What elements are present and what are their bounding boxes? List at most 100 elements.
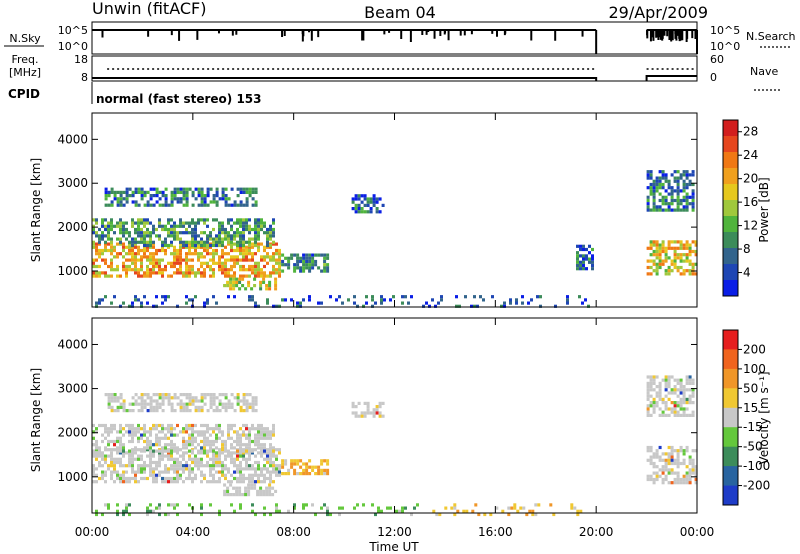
echo-cell — [227, 399, 231, 403]
echo-cell — [119, 231, 122, 235]
echo-cell — [134, 399, 138, 403]
echo-cell — [122, 409, 126, 413]
echo-cell — [230, 480, 233, 484]
echo-cell — [191, 234, 194, 238]
echo-cell — [203, 476, 206, 481]
echo-cell — [152, 473, 155, 477]
echo-cell — [362, 304, 365, 308]
echo-cell — [366, 203, 370, 207]
echo-cell — [302, 256, 306, 260]
echo-cell — [371, 503, 374, 507]
echo-cell — [221, 240, 224, 244]
echo-cell — [164, 248, 167, 253]
echo-cell — [652, 192, 656, 196]
echo-cell — [257, 443, 260, 447]
echo-cell — [375, 207, 379, 211]
echo-cell — [404, 295, 407, 299]
colorbar-swatch — [723, 200, 738, 217]
echo-cell — [658, 198, 662, 203]
echo-cell — [185, 464, 188, 468]
echo-cell — [209, 237, 212, 241]
colorbar-swatch — [723, 120, 738, 137]
echo-cell — [203, 396, 207, 400]
echo-cell — [122, 248, 125, 253]
echo-cell — [311, 465, 315, 469]
echo-cell — [206, 234, 209, 238]
echo-cell — [275, 271, 278, 275]
echo-cell — [278, 470, 281, 474]
x-tick-label: 00:00 — [680, 525, 715, 539]
echo-cell — [152, 203, 156, 207]
echo-cell — [134, 245, 137, 249]
echo-cell — [131, 258, 134, 262]
echo-cell — [104, 227, 107, 232]
echo-cell — [239, 190, 243, 194]
echo-cell — [667, 375, 671, 379]
echo-cell — [667, 192, 671, 196]
echo-cell — [380, 298, 383, 302]
echo-cell — [194, 221, 197, 225]
echo-cell — [209, 268, 212, 272]
echo-cell — [143, 234, 146, 238]
echo-cell — [649, 170, 653, 174]
echo-cell — [125, 509, 128, 513]
echo-cell — [242, 451, 245, 455]
echo-cell — [351, 200, 355, 204]
echo-cell — [308, 253, 312, 257]
echo-cell — [239, 264, 242, 269]
echo-cell — [236, 454, 239, 458]
echo-cell — [272, 234, 275, 238]
echo-cell — [218, 430, 221, 434]
echo-cell — [95, 218, 98, 222]
y-tick-label: 2000 — [57, 426, 88, 440]
x-tick-label: 20:00 — [579, 525, 614, 539]
echo-cell — [206, 430, 209, 434]
echo-cell — [655, 240, 659, 244]
echo-cell — [170, 430, 173, 434]
echo-cell — [251, 423, 254, 428]
echo-cell — [149, 245, 152, 249]
echo-cell — [263, 433, 266, 437]
echo-cell — [194, 464, 197, 468]
echo-cell — [239, 252, 242, 256]
echo-cell — [223, 483, 227, 487]
echo-cell — [670, 410, 674, 414]
echo-cell — [158, 393, 162, 397]
echo-cell — [155, 227, 158, 232]
echo-cell — [200, 203, 204, 207]
echo-cell — [269, 470, 272, 474]
echo-cell — [230, 218, 233, 222]
echo-cell — [137, 203, 141, 207]
echo-cell — [104, 454, 107, 458]
power-frame — [91, 112, 698, 308]
colorbar-tick-label: 8 — [743, 242, 751, 256]
echo-cell — [299, 269, 303, 273]
echo-cell — [113, 439, 116, 444]
nave-trace — [92, 75, 697, 81]
echo-cell — [248, 245, 251, 249]
echo-cell — [203, 301, 206, 305]
echo-cell — [357, 401, 361, 405]
echo-cell — [271, 493, 275, 497]
echo-cell — [254, 443, 257, 447]
echo-cell — [655, 176, 659, 180]
colorbar-swatch — [723, 407, 738, 428]
echo-cell — [363, 197, 367, 201]
power-ylabel: Slant Range [km] — [29, 158, 43, 262]
echo-cell — [664, 461, 668, 466]
echo-cell — [128, 248, 131, 253]
echo-cell — [549, 503, 553, 507]
echo-cell — [158, 443, 161, 447]
echo-cell — [245, 409, 249, 413]
echo-cell — [287, 259, 291, 264]
echo-cell — [158, 402, 162, 406]
echo-cell — [667, 256, 671, 260]
echo-cell — [179, 473, 182, 477]
echo-cell — [155, 261, 158, 265]
echo-cell — [137, 252, 140, 256]
echo-cell — [179, 218, 182, 222]
echo-cell — [591, 254, 594, 258]
echo-cell — [248, 224, 251, 228]
echo-cell — [113, 268, 116, 272]
echo-cell — [507, 506, 511, 510]
